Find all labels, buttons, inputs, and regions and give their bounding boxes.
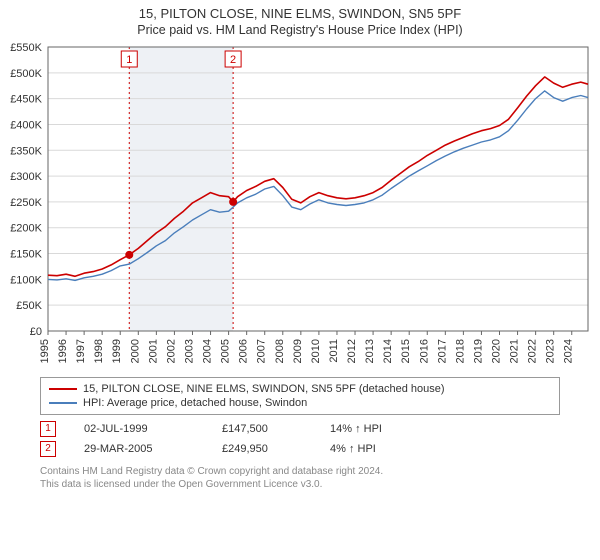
x-tick-label: 1998 <box>93 339 105 363</box>
legend-row: HPI: Average price, detached house, Swin… <box>49 396 551 410</box>
x-tick-label: 2011 <box>328 339 340 363</box>
x-tick-label: 1996 <box>57 339 69 363</box>
y-tick-label: £550K <box>10 42 42 54</box>
x-tick-label: 2007 <box>256 339 268 363</box>
sales-table: 1 02-JUL-1999 £147,500 14% ↑ HPI 2 29-MAR-200… <box>40 419 560 459</box>
legend-row: 15, PILTON CLOSE, NINE ELMS, SWINDON, SN… <box>49 382 551 396</box>
y-tick-label: £300K <box>10 171 42 183</box>
chart-title-line2: Price paid vs. HM Land Registry's House … <box>0 23 600 41</box>
sale-date: 29-MAR-2005 <box>84 443 194 455</box>
sale-price: £147,500 <box>222 423 302 435</box>
x-tick-label: 2005 <box>220 339 232 363</box>
y-tick-label: £100K <box>10 274 42 286</box>
sale-marker-box: 1 <box>40 421 56 437</box>
sale-marker-box: 2 <box>40 441 56 457</box>
x-tick-label: 2019 <box>472 339 484 363</box>
x-tick-label: 2002 <box>165 339 177 363</box>
footer-line1: Contains HM Land Registry data © Crown c… <box>40 465 560 478</box>
x-tick-label: 2016 <box>418 339 430 363</box>
x-tick-label: 2008 <box>274 339 286 363</box>
chart-container: £0 £50K £100K £150K £200K £250K £300K £350K £400… <box>0 41 600 371</box>
sale-pct: 4% ↑ HPI <box>330 443 420 455</box>
legend-label: 15, PILTON CLOSE, NINE ELMS, SWINDON, SN… <box>83 383 445 395</box>
x-tick-label: 2006 <box>238 339 250 363</box>
y-tick-label: £400K <box>10 119 42 131</box>
legend-swatch <box>49 388 77 390</box>
y-tick-label: £200K <box>10 223 42 235</box>
footer-attribution: Contains HM Land Registry data © Crown c… <box>40 465 560 491</box>
y-tick-label: £0 <box>30 326 42 338</box>
chart-title-line1: 15, PILTON CLOSE, NINE ELMS, SWINDON, SN… <box>0 0 600 23</box>
x-tick-label: 2009 <box>292 339 304 363</box>
sales-row: 1 02-JUL-1999 £147,500 14% ↑ HPI <box>40 419 560 439</box>
x-tick-label: 2024 <box>563 339 575 363</box>
sale-date: 02-JUL-1999 <box>84 423 194 435</box>
x-tick-label: 2020 <box>491 339 503 363</box>
x-tick-label: 2021 <box>509 339 521 363</box>
footer-line2: This data is licensed under the Open Gov… <box>40 478 560 491</box>
x-tick-label: 2018 <box>454 339 466 363</box>
sale-marker-1: 1 <box>126 54 132 66</box>
legend-swatch <box>49 402 77 404</box>
sale-price: £249,950 <box>222 443 302 455</box>
x-tick-label: 1999 <box>111 339 123 363</box>
x-tick-label: 2010 <box>310 339 322 363</box>
sales-row: 2 29-MAR-2005 £249,950 4% ↑ HPI <box>40 439 560 459</box>
legend: 15, PILTON CLOSE, NINE ELMS, SWINDON, SN… <box>40 377 560 415</box>
line-chart: £0 £50K £100K £150K £200K £250K £300K £350K £400… <box>0 41 600 371</box>
sale-marker-2: 2 <box>230 54 236 66</box>
legend-label: HPI: Average price, detached house, Swin… <box>83 397 307 409</box>
x-tick-label: 2012 <box>346 339 358 363</box>
x-tick-label: 2000 <box>129 339 141 363</box>
x-tick-label: 2017 <box>436 339 448 363</box>
y-tick-label: £150K <box>10 248 42 260</box>
y-tick-label: £350K <box>10 145 42 157</box>
y-tick-label: £250K <box>10 197 42 209</box>
y-tick-label: £500K <box>10 68 42 80</box>
x-tick-label: 1997 <box>75 339 87 363</box>
x-tick-label: 2023 <box>545 339 557 363</box>
x-tick-label: 2013 <box>364 339 376 363</box>
x-tick-label: 2004 <box>202 339 214 363</box>
y-tick-label: £450K <box>10 94 42 106</box>
y-tick-label: £50K <box>16 300 42 312</box>
x-tick-label: 2015 <box>400 339 412 363</box>
x-tick-label: 2022 <box>527 339 539 363</box>
x-tick-label: 2014 <box>382 339 394 363</box>
x-tick-label: 2003 <box>183 339 195 363</box>
x-tick-label: 1995 <box>39 339 51 363</box>
x-tick-label: 2001 <box>147 339 159 363</box>
sale-pct: 14% ↑ HPI <box>330 423 420 435</box>
